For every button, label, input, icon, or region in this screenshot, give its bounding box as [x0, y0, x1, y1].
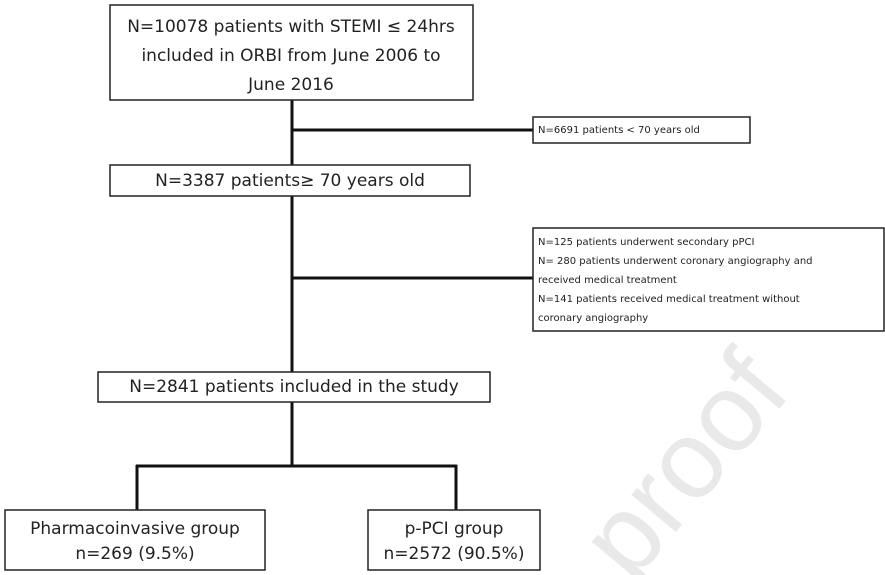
node-text: N=125 patients underwent secondary pPCI	[538, 237, 754, 248]
node-text: n=269 (9.5%)	[75, 544, 194, 564]
node-text: received medical treatment	[538, 275, 677, 286]
node-text: Pharmacoinvasive group	[30, 519, 240, 539]
node-text: N=6691 patients < 70 years old	[538, 125, 700, 136]
node-text: N=2841 patients included in the study	[129, 377, 459, 397]
node-text: N=3387 patients≥ 70 years old	[155, 171, 425, 191]
node-text: coronary angiography	[538, 313, 648, 324]
node-text: N= 280 patients underwent coronary angio…	[538, 256, 813, 267]
node-text: n=2572 (90.5%)	[384, 544, 525, 564]
node-text: included in ORBI from June 2006 to	[141, 46, 440, 66]
watermark: proof	[556, 329, 812, 575]
connectors	[135, 100, 533, 510]
box	[97, 371, 491, 403]
box	[4, 509, 266, 571]
node-text: June 2016	[247, 75, 334, 95]
node-text: N=141 patients received medical treatmen…	[538, 294, 800, 305]
box	[532, 116, 751, 144]
box	[109, 164, 471, 197]
node-text: N=10078 patients with STEMI ≤ 24hrs	[127, 17, 455, 37]
box	[367, 509, 541, 571]
box	[109, 4, 474, 101]
box	[532, 227, 885, 332]
node-text: p-PCI group	[405, 519, 504, 539]
